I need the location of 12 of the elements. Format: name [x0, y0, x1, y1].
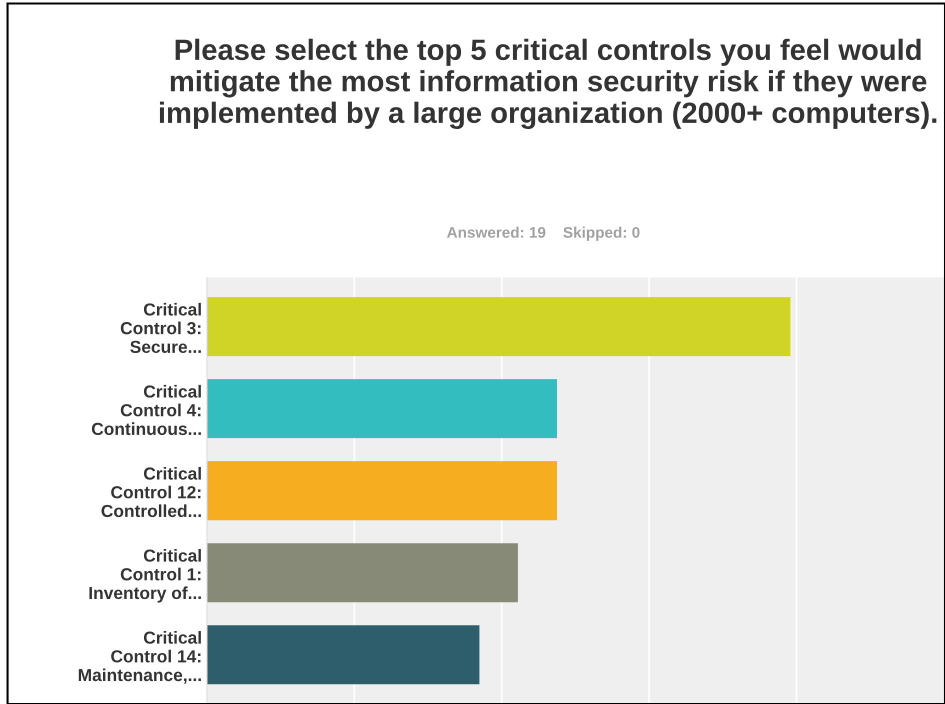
bar	[206, 461, 558, 520]
bar	[206, 625, 480, 684]
bar	[206, 379, 558, 438]
y-tick-label: Critical Control 1: Inventory of...	[89, 549, 201, 603]
y-tick-label: Critical Control 4: Continuous...	[92, 384, 201, 436]
y-tick-label: Critical Control 14: Maintenance,...	[78, 631, 201, 684]
chart-title: Please select the top 5 critical controls you feel would mitigate the most information security risk if they were implemented by a large organization (2000+ computers).	[160, 38, 936, 129]
chart-subtitle: Answered: 19 Skipped: 0	[446, 226, 640, 241]
y-tick-label: Critical Control 12: Controlled...	[102, 466, 201, 518]
bar	[206, 543, 518, 602]
y-tick-label: Critical Control 3: Secure...	[120, 302, 201, 354]
bar	[206, 297, 790, 356]
